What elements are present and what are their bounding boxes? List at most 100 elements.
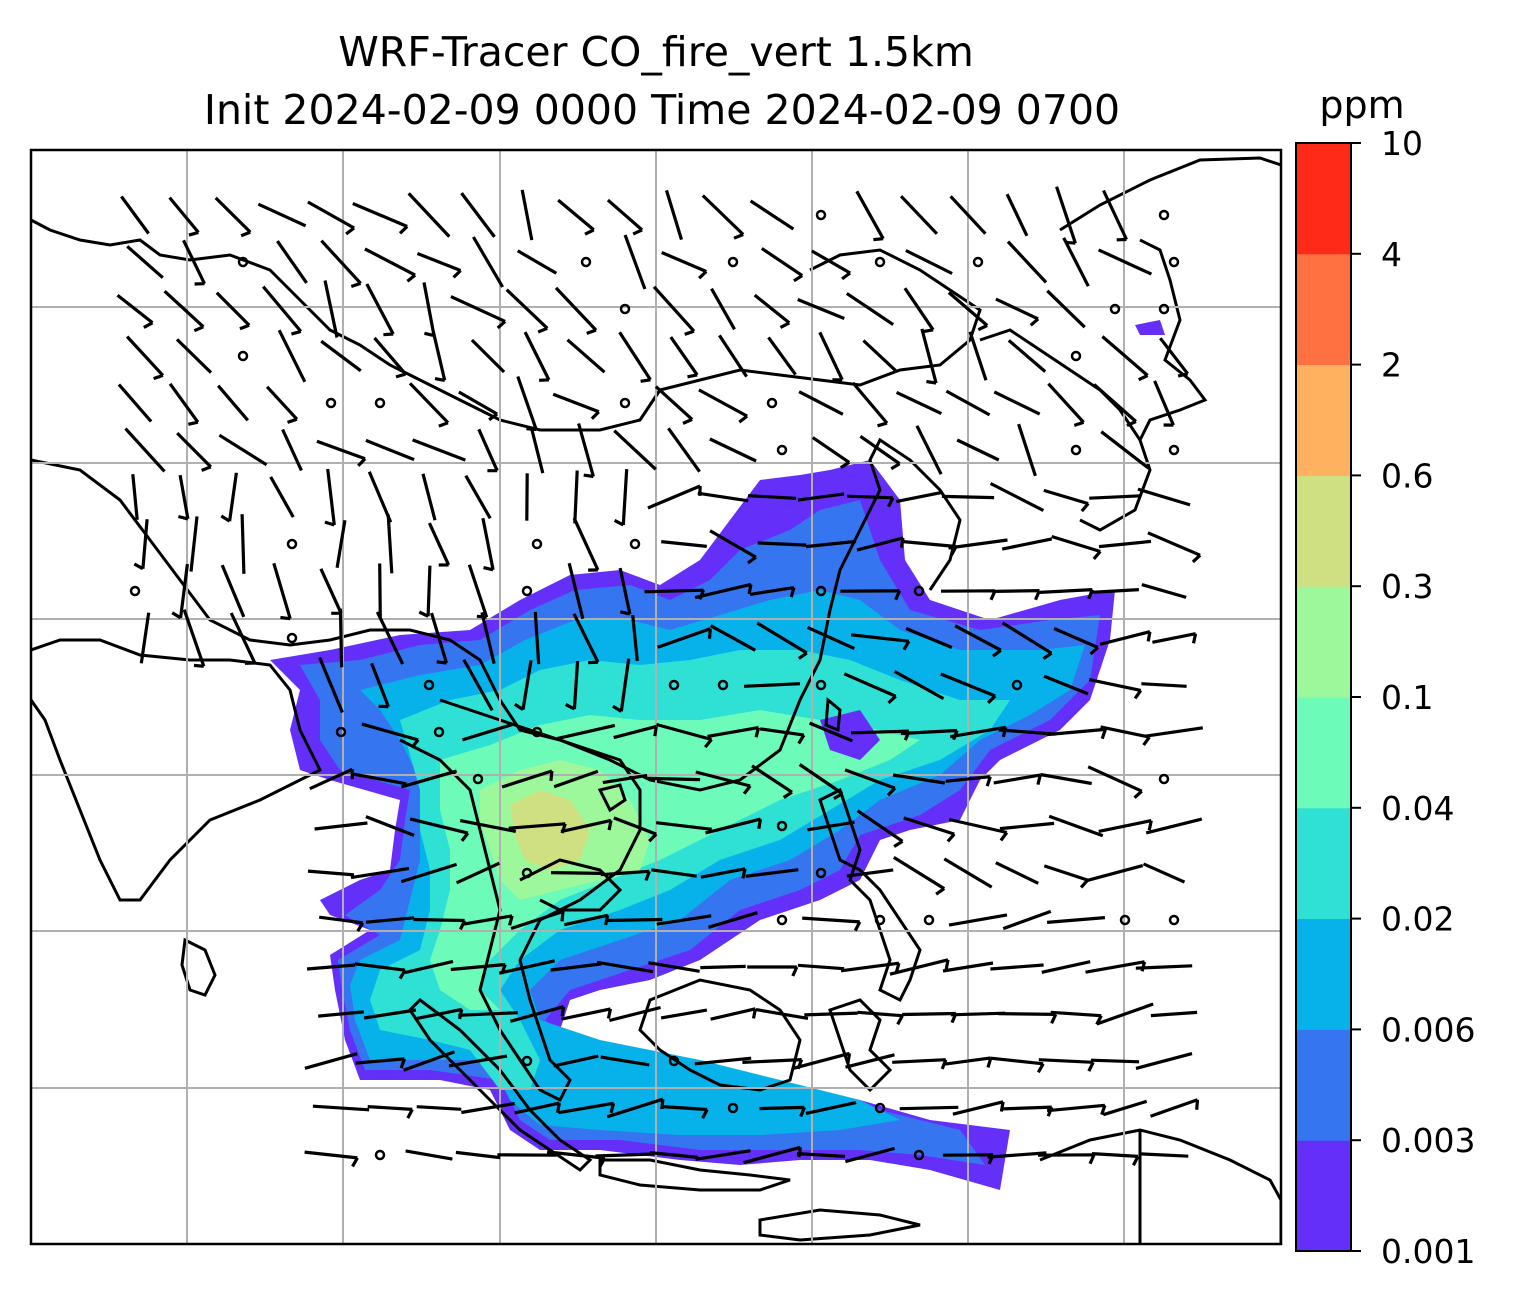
wind-barb	[1135, 1052, 1193, 1070]
wind-barb	[215, 291, 251, 331]
wind-barb	[753, 293, 791, 329]
tracer-band-0.3	[510, 790, 590, 870]
wind-barb	[175, 338, 213, 374]
calm-wind-marker	[1168, 444, 1180, 456]
wind-barb	[567, 562, 585, 620]
wind-barb	[660, 1008, 708, 1020]
wind-barb	[1041, 960, 1091, 974]
calm-wind-marker	[472, 773, 484, 785]
calm-wind-marker	[776, 444, 788, 456]
wind-barb	[1043, 488, 1090, 513]
calm-wind-marker	[1119, 914, 1131, 926]
wind-barb	[551, 871, 601, 875]
wind-barb	[304, 1052, 358, 1070]
wind-barb	[804, 1011, 858, 1017]
wind-barb	[893, 670, 945, 700]
wind-barb	[850, 633, 911, 651]
wind-barb	[647, 776, 701, 782]
wind-barb	[606, 198, 644, 236]
wind-barb	[652, 285, 696, 336]
wind-barb	[529, 426, 545, 474]
wind-barb	[1142, 862, 1186, 884]
wind-barb	[709, 437, 757, 463]
coastline-hainan	[597, 783, 627, 813]
wind-barb	[516, 249, 558, 275]
wind-barb	[546, 1150, 607, 1168]
wind-barb	[1101, 335, 1149, 382]
calm-wind-marker	[580, 256, 592, 268]
calm-wind-marker	[913, 1149, 925, 1161]
wind-barb	[818, 331, 844, 382]
wind-barb	[802, 916, 862, 932]
wind-barb	[416, 252, 462, 279]
wind-barb	[862, 339, 898, 373]
wind-barb	[477, 428, 499, 473]
wind-barb	[649, 1151, 699, 1159]
wind-barb	[805, 1101, 857, 1115]
wind-barb	[600, 869, 651, 882]
calm-wind-marker	[668, 679, 680, 691]
wind-barb	[1139, 1152, 1189, 1158]
map-panel	[29, 148, 1283, 1246]
wind-barb	[316, 439, 367, 467]
wind-barb	[335, 519, 347, 569]
calm-wind-marker	[1158, 773, 1170, 785]
calm-wind-marker	[874, 256, 886, 268]
wind-barb	[995, 297, 1040, 327]
wind-barb	[1053, 627, 1099, 656]
wind-barb	[463, 914, 514, 926]
colorbar-tick-label: 4	[1381, 235, 1402, 274]
wind-barb	[373, 336, 407, 379]
wind-barb	[856, 809, 904, 848]
calm-wind-marker	[433, 726, 445, 738]
calm-wind-marker	[815, 679, 827, 691]
map-title-line-1: WRF-Tracer CO_fire_vert 1.5km	[338, 28, 974, 76]
calm-wind-marker	[237, 350, 249, 362]
calm-wind-marker	[521, 1055, 533, 1067]
wind-barb	[797, 963, 845, 971]
wind-barb	[564, 660, 580, 711]
calm-wind-marker	[629, 538, 641, 550]
wind-barb	[1088, 678, 1143, 700]
wind-barb	[168, 382, 200, 426]
calm-wind-marker	[972, 256, 984, 268]
wind-barb	[613, 469, 629, 527]
wind-barb	[459, 819, 517, 833]
wind-barb	[845, 1053, 895, 1069]
wind-barb	[667, 427, 701, 473]
wind-barb	[276, 240, 308, 284]
wind-barb	[903, 287, 935, 334]
wind-barb	[470, 338, 506, 374]
wind-barb	[458, 390, 499, 422]
wind-barb	[767, 336, 797, 376]
wind-barb	[993, 773, 1042, 785]
wind-barb	[182, 609, 206, 668]
wind-barb	[596, 960, 654, 974]
wind-barb	[461, 1101, 515, 1115]
calm-wind-marker	[717, 679, 729, 691]
wind-barb	[892, 1058, 948, 1070]
wind-barb	[661, 540, 707, 548]
wind-barb	[257, 202, 307, 228]
wind-barb	[993, 390, 1041, 416]
wind-barb	[318, 656, 344, 714]
wind-barb	[1017, 423, 1037, 477]
wind-barb	[117, 383, 153, 423]
wind-barb	[1037, 1153, 1096, 1165]
wind-barb	[987, 1151, 1047, 1159]
wind-barb	[405, 1149, 453, 1161]
wind-barb	[1046, 1103, 1107, 1116]
wind-barb	[412, 438, 466, 462]
wind-barb	[125, 335, 165, 381]
wind-barb	[563, 913, 610, 927]
wind-barb	[365, 916, 415, 924]
calm-wind-marker	[815, 867, 827, 879]
wind-barb	[573, 470, 579, 524]
coastline-java	[598, 1158, 791, 1192]
wind-barb	[171, 563, 189, 620]
wind-barb	[1153, 380, 1175, 427]
wind-barb	[353, 772, 407, 786]
wind-barb	[429, 612, 449, 665]
wind-barb	[903, 816, 956, 843]
